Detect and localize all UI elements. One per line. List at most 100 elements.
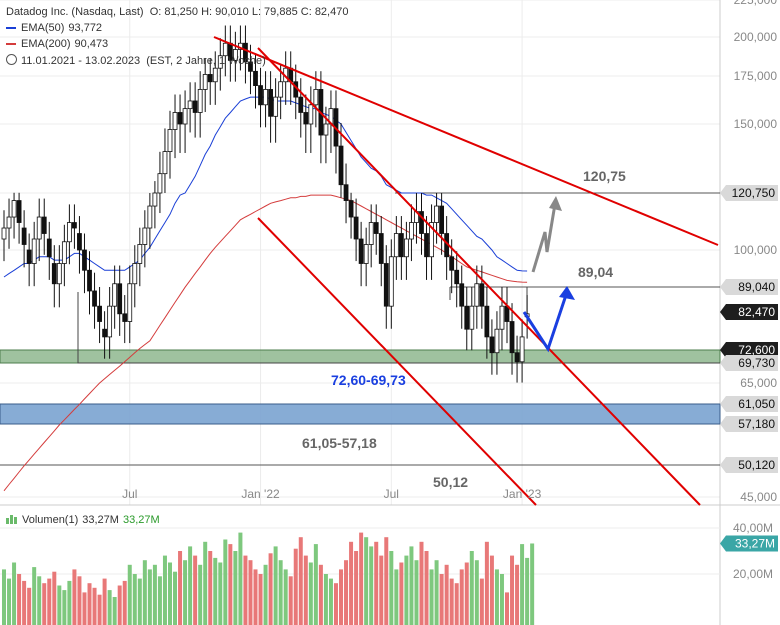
- candle-body: [368, 222, 374, 245]
- label-zone-72-69: 72,60-69,73: [331, 372, 406, 388]
- volume-bar: [263, 564, 268, 625]
- volume-bar: [399, 562, 404, 625]
- candle-body: [474, 283, 480, 307]
- candle-body: [348, 200, 354, 218]
- candle-body: [343, 184, 349, 201]
- horizontal-levels: [0, 192, 720, 466]
- volume-bar: [444, 564, 449, 625]
- volume-bar: [102, 578, 107, 625]
- time-tick-label: Jul: [122, 487, 137, 501]
- volume-bar: [167, 562, 172, 625]
- candle-body: [434, 205, 439, 223]
- time-axis: Jul Jan '22 Jul Jan '23: [122, 487, 541, 501]
- volume-bar: [494, 569, 499, 625]
- range-legend: 11.01.2021 - 13.02.2023 (EST, 2 Jahre, 1…: [6, 54, 266, 67]
- volume-bar: [188, 546, 193, 625]
- candle-body: [494, 328, 500, 354]
- volume-bar: [268, 553, 273, 625]
- candle-body: [338, 145, 344, 186]
- volume-bar: [505, 592, 509, 625]
- volume-bar: [394, 569, 399, 625]
- volume-bar: [303, 555, 308, 625]
- candle-body: [26, 249, 32, 264]
- candle-body: [182, 108, 188, 125]
- label-120-75: 120,75: [583, 168, 626, 184]
- label-89-04: 89,04: [578, 264, 613, 280]
- volume-bar: [22, 580, 27, 625]
- candle-body: [107, 305, 113, 338]
- price-marker-box: [720, 185, 778, 201]
- volume-bar: [439, 574, 444, 625]
- volume-bar: [77, 576, 82, 625]
- volume-bar: [308, 562, 313, 625]
- volume-tick-label: 20,00M: [733, 567, 773, 581]
- candle-body: [192, 100, 198, 113]
- candle-body: [11, 200, 17, 218]
- volume-bar: [208, 551, 213, 625]
- candle-body: [308, 104, 314, 125]
- price-tick-label: 200,000: [734, 30, 778, 44]
- candle-body: [358, 238, 364, 264]
- chart-title: Datadog Inc. (Nasdaq, Last): [6, 6, 144, 18]
- candle-body: [6, 216, 12, 229]
- price-marker-box: [720, 457, 778, 473]
- downtrend-lower-line: [257, 217, 537, 506]
- price-marker-box: [720, 396, 778, 412]
- candle-body: [97, 305, 102, 322]
- volume-bar: [333, 583, 338, 625]
- candle-body: [41, 216, 47, 234]
- candle-body: [499, 305, 505, 330]
- volume-bar: [499, 574, 504, 625]
- price-tick-label: 100,000: [734, 243, 778, 257]
- blue-arrow-head: [559, 286, 575, 300]
- candle-body: [464, 305, 470, 330]
- candle-body: [449, 256, 455, 271]
- volume-bar: [414, 560, 419, 625]
- price-marker-label: 50,120: [738, 458, 775, 472]
- volume-bar: [183, 560, 188, 625]
- price-marker-label: 69,730: [738, 356, 775, 370]
- candle-body: [162, 151, 168, 175]
- candle-body: [373, 222, 379, 234]
- volume-bar: [288, 576, 293, 625]
- candle-body: [388, 256, 394, 307]
- trend-lines: [213, 36, 719, 506]
- candle-body: [393, 233, 399, 258]
- volume-bar: [384, 537, 389, 625]
- downtrend-upper-line: [213, 36, 719, 246]
- candle-body: [514, 352, 520, 363]
- volume-bar: [62, 590, 67, 625]
- volume-bar: [112, 597, 117, 625]
- price-marker-box: [720, 342, 778, 358]
- volume-bar: [278, 560, 283, 625]
- candle-body: [424, 233, 429, 258]
- candle-body: [439, 205, 445, 234]
- candle-body: [429, 222, 434, 258]
- volume-legend: Volumen(1) 33,27M 33,27M: [6, 514, 160, 526]
- volume-bar: [409, 546, 414, 625]
- price-tick-label: 45,000: [740, 490, 777, 504]
- volume-bar: [248, 560, 253, 625]
- candle-body: [122, 313, 128, 322]
- volume-bar: [122, 580, 127, 625]
- candle-body: [479, 283, 485, 307]
- volume-bar: [469, 551, 474, 625]
- candle-body: [484, 305, 490, 338]
- volume-bar: [424, 551, 429, 625]
- price-marker-label: 120,750: [732, 186, 776, 200]
- volume-bar: [525, 557, 530, 625]
- volume-bar: [82, 592, 87, 625]
- volume-bar: [369, 546, 374, 625]
- time-tick-label: Jan '23: [503, 487, 542, 501]
- candle-body: [1, 227, 7, 240]
- volume-bar: [454, 583, 459, 625]
- candle-body: [16, 200, 22, 223]
- volume-bar: [228, 544, 233, 625]
- volume-bar: [318, 564, 323, 625]
- volume-marker-label: 33,27M: [735, 536, 775, 550]
- volume-bar: [364, 537, 369, 625]
- candle-body: [459, 283, 465, 307]
- volume-bar: [484, 541, 489, 625]
- price-tick-label: 175,000: [734, 69, 778, 83]
- label-50-12: 50,12: [433, 474, 468, 490]
